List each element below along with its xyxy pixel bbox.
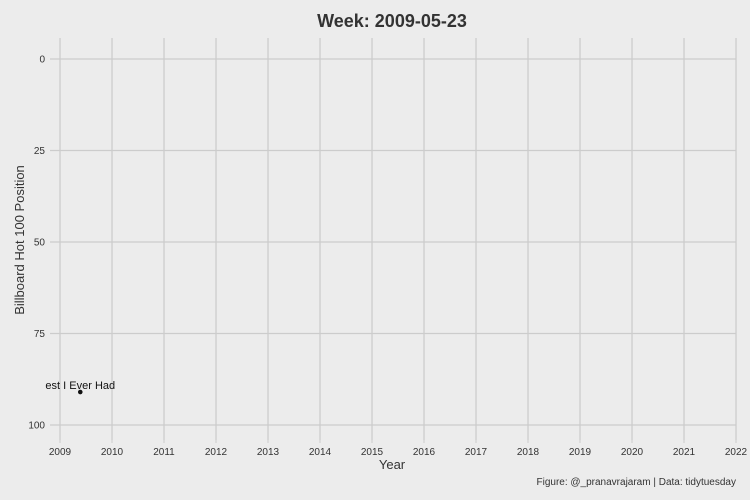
- x-tick-label-2009: 2009: [49, 447, 72, 458]
- x-tick-label-2022: 2022: [725, 447, 748, 458]
- x-tick-label-2018: 2018: [517, 447, 540, 458]
- chart-title: Week: 2009-05-23: [317, 11, 467, 31]
- x-tick-label-2010: 2010: [101, 447, 124, 458]
- x-tick-label-2015: 2015: [361, 447, 384, 458]
- y-tick-label-25: 25: [34, 146, 46, 157]
- x-tick-label-2011: 2011: [153, 447, 175, 458]
- x-tick-label-2019: 2019: [569, 447, 592, 458]
- y-tick-label-0: 0: [39, 55, 45, 66]
- data-point: [77, 389, 83, 395]
- x-axis: 2009 2010 2011 2012 2013 2014 2015 2016 2017 2018…: [49, 440, 748, 458]
- x-tick-label-2016: 2016: [413, 447, 436, 458]
- y-tick-label-50: 50: [34, 238, 46, 249]
- y-tick-label-75: 75: [34, 329, 46, 340]
- x-tick-label-2012: 2012: [205, 447, 228, 458]
- x-tick-label-2020: 2020: [621, 447, 644, 458]
- x-tick-label-2013: 2013: [257, 447, 280, 458]
- chart-caption: Figure: @_pranavrajaram | Data: tidytues…: [536, 477, 736, 488]
- y-axis-title: Billboard Hot 100 Position: [12, 165, 27, 315]
- grid: [50, 38, 737, 440]
- x-tick-label-2014: 2014: [309, 447, 332, 458]
- data-points: est I Ever Had: [45, 380, 115, 395]
- x-tick-label-2021: 2021: [673, 447, 696, 458]
- y-axis: 0 25 50 75 100: [28, 55, 45, 432]
- data-point-label: est I Ever Had: [45, 380, 115, 392]
- y-tick-label-100: 100: [28, 421, 45, 432]
- x-tick-label-2017: 2017: [465, 447, 488, 458]
- x-axis-title: Year: [379, 457, 406, 472]
